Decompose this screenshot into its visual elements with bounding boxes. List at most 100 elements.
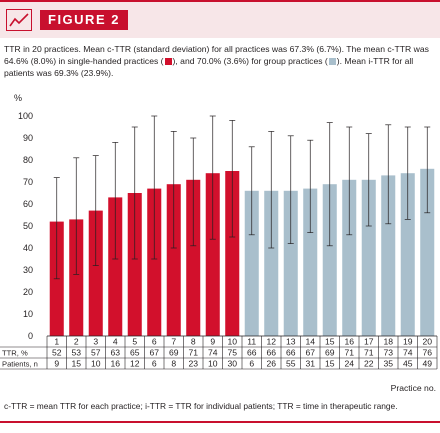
y-tick-label: 20 <box>23 287 33 297</box>
x-tick-label: 18 <box>383 337 393 347</box>
table-cell: 22 <box>364 359 374 369</box>
bar-practice-16 <box>342 179 357 336</box>
bar-practice-12 <box>264 190 279 336</box>
bar-practice-9 <box>205 173 220 336</box>
figure-label: FIGURE 2 <box>40 10 128 30</box>
y-tick-label: 100 <box>18 111 33 121</box>
x-tick-label: 9 <box>210 337 215 347</box>
y-tick-label: 40 <box>23 243 33 253</box>
table-cell: 67 <box>149 348 159 358</box>
table-cell: 15 <box>325 359 335 369</box>
table-cell: 71 <box>344 348 354 358</box>
x-axis-label: Practice no. <box>391 383 436 393</box>
table-cell: 53 <box>71 348 81 358</box>
y-tick-label: 10 <box>23 309 33 319</box>
table-cell: 76 <box>422 348 432 358</box>
x-tick-label: 4 <box>113 337 118 347</box>
bottom-rule <box>0 421 440 423</box>
x-tick-label: 13 <box>286 337 296 347</box>
x-tick-label: 15 <box>325 337 335 347</box>
single-practice-swatch-icon <box>164 58 172 65</box>
table-cell: 16 <box>110 359 120 369</box>
y-tick-label: 60 <box>23 199 33 209</box>
bar-practice-3 <box>88 210 103 336</box>
x-tick-label: 11 <box>247 337 256 347</box>
line-chart-logo-icon <box>6 9 32 31</box>
table-cell: 24 <box>344 359 354 369</box>
x-tick-label: 1 <box>54 337 59 347</box>
table-row-label: TTR, % <box>2 349 28 358</box>
table-cell: 74 <box>208 348 218 358</box>
table-cell: 10 <box>208 359 218 369</box>
table-cell: 23 <box>188 359 198 369</box>
bar-practice-10 <box>225 171 240 336</box>
y-tick-label: 70 <box>23 177 33 187</box>
table-cell: 26 <box>266 359 276 369</box>
caption-text-1: TTR in 20 practices. Mean c-TTR (standar… <box>4 44 429 66</box>
bar-practice-2 <box>69 219 84 336</box>
table-cell: 10 <box>91 359 101 369</box>
bar-practice-8 <box>186 179 201 336</box>
table-cell: 12 <box>130 359 140 369</box>
table-cell: 35 <box>383 359 393 369</box>
table-cell: 74 <box>403 348 413 358</box>
caption-text-3: ). Mean i-TTR for all patients was 69.3%… <box>4 56 414 78</box>
bar-practice-14 <box>303 188 318 336</box>
y-tick-label: 30 <box>23 265 33 275</box>
bar-practice-13 <box>283 190 298 336</box>
table-cell: 69 <box>169 348 179 358</box>
table-cell: 71 <box>188 348 198 358</box>
x-tick-label: 19 <box>403 337 413 347</box>
x-tick-label: 8 <box>191 337 196 347</box>
x-tick-label: 20 <box>422 337 432 347</box>
table-cell: 63 <box>110 348 120 358</box>
x-tick-label: 5 <box>132 337 137 347</box>
table-cell: 66 <box>247 348 257 358</box>
bar-practice-7 <box>166 184 181 336</box>
table-cell: 45 <box>403 359 413 369</box>
bar-practice-20 <box>420 168 435 336</box>
table-row-label: Patients, n <box>2 360 38 369</box>
x-tick-label: 10 <box>227 337 237 347</box>
x-tick-label: 14 <box>305 337 315 347</box>
table-cell: 49 <box>422 359 432 369</box>
table-cell: 6 <box>152 359 157 369</box>
bar-practice-5 <box>127 193 142 336</box>
table-cell: 67 <box>305 348 315 358</box>
y-tick-label: 0 <box>28 331 33 341</box>
bar-practice-19 <box>400 173 415 336</box>
y-tick-label: 50 <box>23 221 33 231</box>
x-tick-label: 16 <box>344 337 354 347</box>
figure-footnote: c-TTR = mean TTR for each practice; i-TT… <box>4 401 398 411</box>
table-cell: 6 <box>249 359 254 369</box>
bar-practice-11 <box>244 190 259 336</box>
figure-caption: TTR in 20 practices. Mean c-TTR (standar… <box>4 43 436 79</box>
table-cell: 55 <box>286 359 296 369</box>
table-cell: 31 <box>305 359 315 369</box>
table-cell: 8 <box>171 359 176 369</box>
table-cell: 57 <box>91 348 101 358</box>
table-cell: 30 <box>227 359 237 369</box>
table-cell: 71 <box>364 348 374 358</box>
y-tick-label: 90 <box>23 133 33 143</box>
x-tick-label: 2 <box>74 337 79 347</box>
table-cell: 15 <box>71 359 81 369</box>
table-cell: 66 <box>266 348 276 358</box>
bar-practice-17 <box>361 179 376 336</box>
table-cell: 65 <box>130 348 140 358</box>
table-cell: 75 <box>227 348 237 358</box>
table-cell: 73 <box>383 348 393 358</box>
caption-text-2: ), and 70.0% (3.6%) for group practices … <box>172 56 328 66</box>
bar-practice-15 <box>322 184 337 336</box>
figure-header: FIGURE 2 <box>0 0 440 38</box>
x-tick-label: 12 <box>266 337 276 347</box>
table-cell: 52 <box>52 348 62 358</box>
y-axis-label: % <box>14 93 22 103</box>
y-tick-label: 80 <box>23 155 33 165</box>
table-cell: 9 <box>54 359 59 369</box>
x-tick-label: 17 <box>364 337 374 347</box>
x-tick-label: 6 <box>152 337 157 347</box>
group-practice-swatch-icon <box>328 58 336 65</box>
